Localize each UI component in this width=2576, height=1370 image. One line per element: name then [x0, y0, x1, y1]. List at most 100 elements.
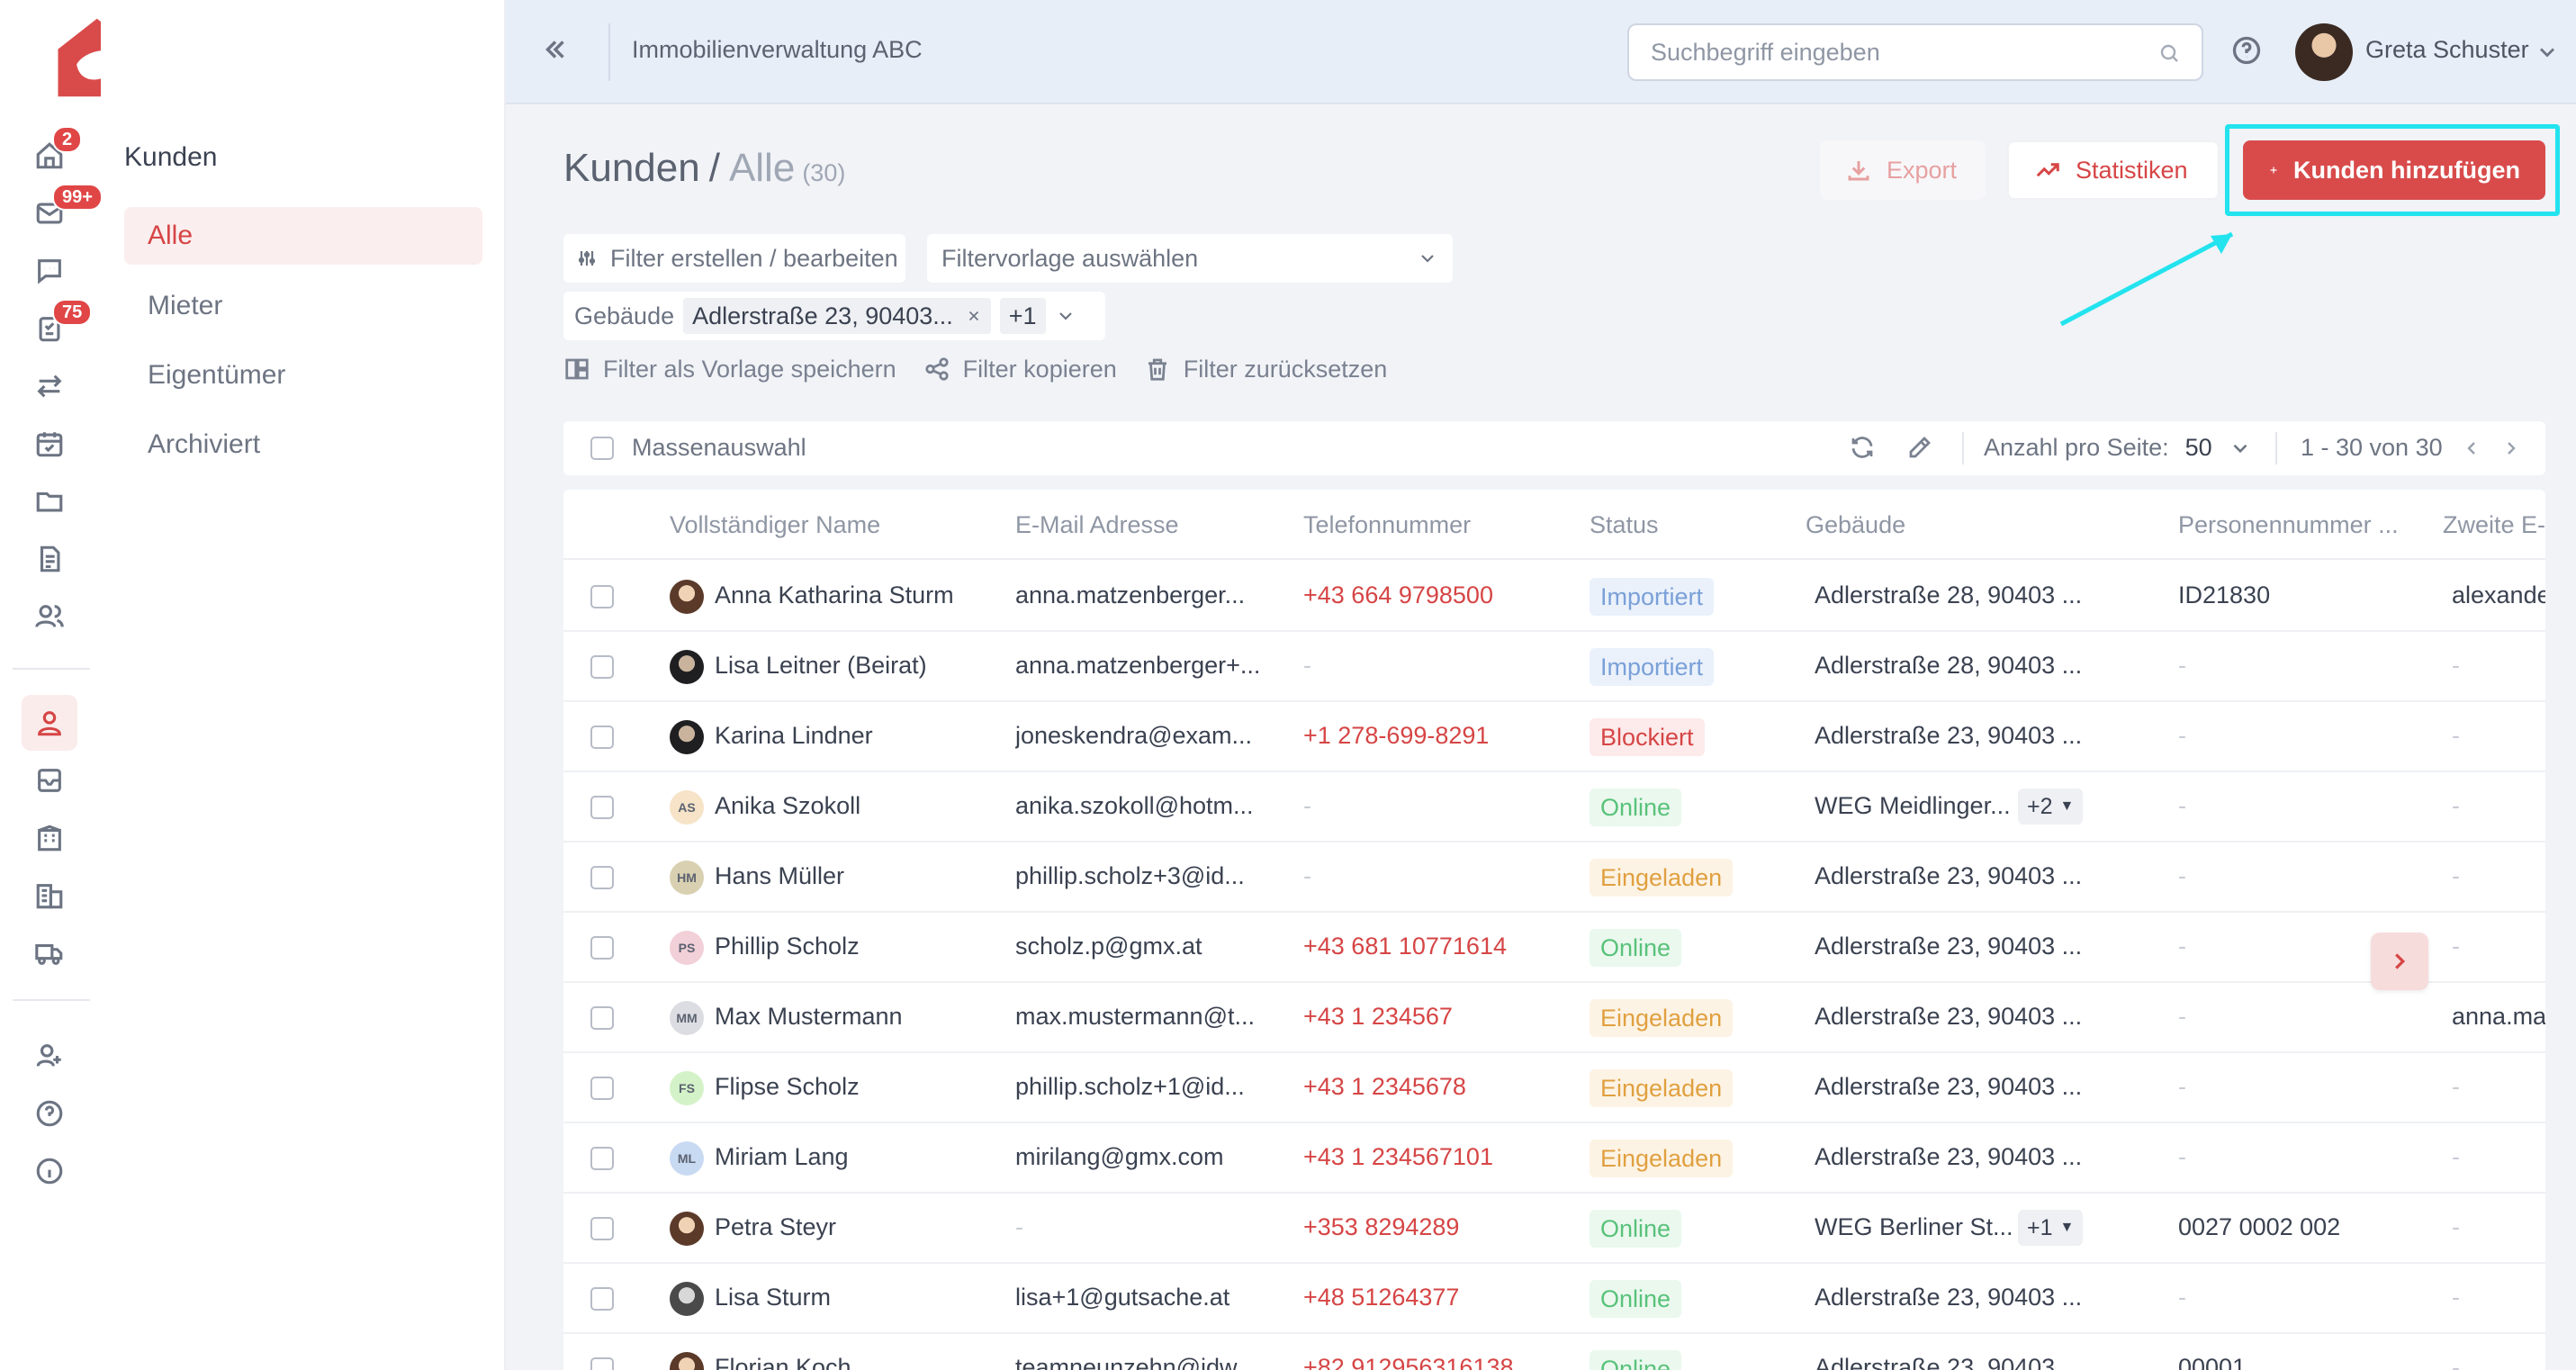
row-checkbox[interactable]: [590, 1217, 614, 1240]
row-checkbox[interactable]: [590, 655, 614, 679]
document-icon[interactable]: [27, 536, 72, 581]
home-icon[interactable]: 2: [27, 126, 83, 178]
table-row[interactable]: Petra Steyr - +353 8294289 Online WEG Berlin…: [563, 1194, 2545, 1264]
building-filter[interactable]: Gebäude Adlerstraße 23, 90403... +1: [563, 292, 1105, 340]
column-header-person-number[interactable]: Personennummer ...: [2178, 511, 2399, 538]
customer-phone[interactable]: -: [1303, 652, 1311, 679]
table-row[interactable]: PS Phillip Scholz scholz.p@gmx.at +43 681 1…: [563, 913, 2545, 983]
row-checkbox[interactable]: [590, 1287, 614, 1311]
page-title-main[interactable]: Kunden: [563, 146, 700, 190]
customer-phone[interactable]: +43 1 234567: [1303, 1003, 1453, 1030]
customer-phone[interactable]: +43 1 2345678: [1303, 1073, 1466, 1100]
table-row[interactable]: Florian Koch teamneunzehn@idw... +82 91295…: [563, 1334, 2545, 1370]
info-icon[interactable]: [27, 1149, 72, 1194]
customer-name[interactable]: Florian Koch: [715, 1354, 851, 1370]
tasks-icon[interactable]: 75: [27, 299, 93, 351]
table-row[interactable]: FS Flipse Scholz phillip.scholz+1@id... +43…: [563, 1053, 2545, 1123]
subnav-item-archiviert[interactable]: Archiviert: [148, 429, 261, 459]
customer-phone[interactable]: +1 278-699-8291: [1303, 722, 1490, 749]
customer-phone[interactable]: +353 8294289: [1303, 1213, 1460, 1240]
customer-phone[interactable]: +43 664 9798500: [1303, 581, 1493, 608]
refresh-icon[interactable]: [1849, 434, 1878, 463]
export-button[interactable]: Export: [1820, 140, 1986, 200]
chevron-left-icon[interactable]: [2461, 437, 2482, 459]
remove-tag-icon[interactable]: [966, 302, 982, 330]
row-checkbox[interactable]: [590, 936, 614, 960]
help-circle-icon[interactable]: [2230, 34, 2266, 70]
customer-phone[interactable]: -: [1303, 862, 1311, 889]
customer-phone[interactable]: -: [1303, 792, 1311, 819]
chevron-down-icon[interactable]: [2535, 40, 2560, 65]
save-filter-template-button[interactable]: Filter als Vorlage speichern: [563, 356, 896, 383]
customer-name[interactable]: Flipse Scholz: [715, 1073, 860, 1100]
row-checkbox[interactable]: [590, 1357, 614, 1370]
contacts-icon[interactable]: [27, 594, 72, 639]
table-row[interactable]: Karina Lindner joneskendra@exam... +1 278-…: [563, 702, 2545, 772]
search-icon[interactable]: [2158, 41, 2180, 63]
customer-phone[interactable]: +43 1 234567101: [1303, 1143, 1493, 1170]
customer-phone[interactable]: +82 912956316138: [1303, 1354, 1514, 1370]
row-checkbox[interactable]: [590, 866, 614, 889]
row-checkbox[interactable]: [590, 1147, 614, 1170]
folder-icon[interactable]: [27, 479, 72, 524]
edit-icon[interactable]: [1906, 434, 1935, 463]
customer-phone[interactable]: +48 51264377: [1303, 1284, 1460, 1311]
table-row[interactable]: MM Max Mustermann max.mustermann@t... +43 1…: [563, 983, 2545, 1053]
subnav-item-eigentuemer[interactable]: Eigentümer: [148, 360, 286, 390]
column-header-second-email[interactable]: Zweite E-l: [2443, 511, 2545, 538]
subnav-item-mieter[interactable]: Mieter: [148, 291, 223, 320]
column-header-building[interactable]: Gebäude: [1806, 511, 1906, 538]
chat-icon[interactable]: [27, 248, 72, 293]
customer-name[interactable]: Petra Steyr: [715, 1213, 837, 1240]
building-filter-more[interactable]: +1: [999, 298, 1046, 334]
row-checkbox[interactable]: [590, 1077, 614, 1100]
row-checkbox[interactable]: [590, 796, 614, 819]
select-all-checkbox[interactable]: [590, 437, 614, 460]
chevron-down-icon[interactable]: [1055, 305, 1076, 327]
reset-filter-button[interactable]: Filter zurücksetzen: [1144, 356, 1387, 383]
property-icon[interactable]: [27, 873, 72, 918]
help-icon[interactable]: [27, 1091, 72, 1136]
customer-name[interactable]: Anika Szokoll: [715, 792, 861, 819]
truck-icon[interactable]: [27, 931, 72, 976]
ticket-icon[interactable]: [27, 758, 72, 803]
building-more-pill[interactable]: +1 ▼: [2018, 1210, 2084, 1246]
row-checkbox[interactable]: [590, 585, 614, 608]
building-icon[interactable]: [27, 816, 72, 861]
row-checkbox[interactable]: [590, 1006, 614, 1030]
customer-name[interactable]: Anna Katharina Sturm: [715, 581, 954, 608]
calendar-icon[interactable]: [27, 421, 72, 466]
mail-icon[interactable]: 99+: [27, 184, 103, 236]
chevron-right-icon[interactable]: [2500, 437, 2522, 459]
user-name[interactable]: Greta Schuster: [2365, 36, 2529, 63]
customer-name[interactable]: Lisa Sturm: [715, 1284, 832, 1311]
customer-name[interactable]: Max Mustermann: [715, 1003, 903, 1030]
building-more-pill[interactable]: +2 ▼: [2018, 789, 2084, 825]
transfer-icon[interactable]: [27, 364, 72, 409]
table-row[interactable]: Lisa Leitner (Beirat) anna.matzenberger+.…: [563, 632, 2545, 702]
scroll-right-button[interactable]: [2371, 933, 2428, 990]
customer-name[interactable]: Miriam Lang: [715, 1143, 849, 1170]
table-row[interactable]: AS Anika Szokoll anika.szokoll@hotm... - Onl…: [563, 772, 2545, 843]
row-checkbox[interactable]: [590, 726, 614, 749]
column-header-email[interactable]: E-Mail Adresse: [1015, 511, 1179, 538]
copy-filter-button[interactable]: Filter kopieren: [923, 356, 1117, 383]
table-row[interactable]: HM Hans Müller phillip.scholz+3@id... - Eing…: [563, 843, 2545, 913]
column-header-phone[interactable]: Telefonnummer: [1303, 511, 1472, 538]
statistics-button[interactable]: Statistiken: [2007, 140, 2220, 200]
table-row[interactable]: Anna Katharina Sturm anna.matzenberger...…: [563, 562, 2545, 632]
customer-name[interactable]: Phillip Scholz: [715, 933, 860, 960]
mass-select-label[interactable]: Massenauswahl: [632, 434, 806, 461]
subnav-item-alle[interactable]: Alle: [124, 207, 482, 265]
table-row[interactable]: Lisa Sturm lisa+1@gutsache.at +48 51264377…: [563, 1264, 2545, 1334]
table-row[interactable]: ML Miriam Lang mirilang@gmx.com +43 1 23456…: [563, 1123, 2545, 1194]
customer-icon[interactable]: [22, 695, 77, 751]
create-filter-button[interactable]: Filter erstellen / bearbeiten: [563, 234, 905, 283]
column-header-name[interactable]: Vollständiger Name: [670, 511, 881, 538]
customer-name[interactable]: Lisa Leitner (Beirat): [715, 652, 927, 679]
filter-template-select[interactable]: Filtervorlage auswählen: [927, 234, 1453, 283]
collapse-sidebar-icon[interactable]: [540, 34, 576, 70]
search-input[interactable]: [1629, 25, 2133, 79]
user-avatar[interactable]: [2295, 23, 2353, 81]
organization-name[interactable]: Immobilienverwaltung ABC: [632, 36, 923, 63]
